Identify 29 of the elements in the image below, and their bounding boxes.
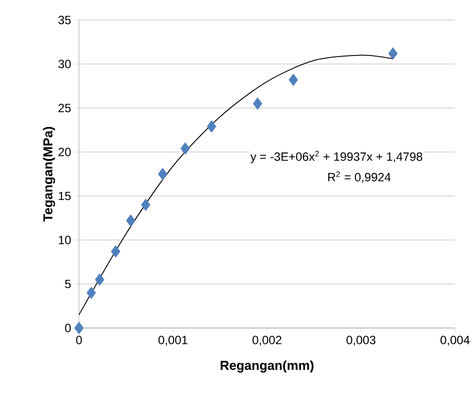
x-tick-label: 0,001 xyxy=(158,336,188,346)
y-tick-label: 0 xyxy=(65,324,71,332)
point xyxy=(141,198,150,211)
point xyxy=(388,47,398,60)
y-tick-label: 10 xyxy=(58,236,71,244)
point xyxy=(94,273,104,286)
y-tick-label: 30 xyxy=(58,60,71,68)
x-tick-label: 0 xyxy=(76,336,82,344)
point xyxy=(86,286,96,299)
point xyxy=(180,142,190,155)
point xyxy=(158,168,168,180)
annotation: y = -3E+06x$^{2}$ + 19937x + 1,4798 xyxy=(250,150,422,164)
x-tick-label: 0,003 xyxy=(346,336,376,346)
point xyxy=(74,322,84,334)
x-tick-label: 0,002 xyxy=(252,336,282,346)
y-tick-label: 15 xyxy=(58,192,71,200)
point xyxy=(252,97,262,110)
y-tick-label: 5 xyxy=(65,280,71,288)
x-axis-title: Regangan(mm) xyxy=(220,360,314,373)
y-tick-label: 35 xyxy=(58,16,71,24)
annotation: R$^{2}$ = 0,9924 xyxy=(328,171,391,183)
point xyxy=(126,214,136,227)
point xyxy=(288,74,298,86)
x-tick-label: 0,004 xyxy=(440,336,470,346)
point xyxy=(206,120,216,133)
y-tick-label: 20 xyxy=(58,148,71,156)
point xyxy=(110,245,120,258)
y-tick-label: 25 xyxy=(58,104,71,112)
y-axis-title: Tegangan(MPa) xyxy=(42,126,56,222)
